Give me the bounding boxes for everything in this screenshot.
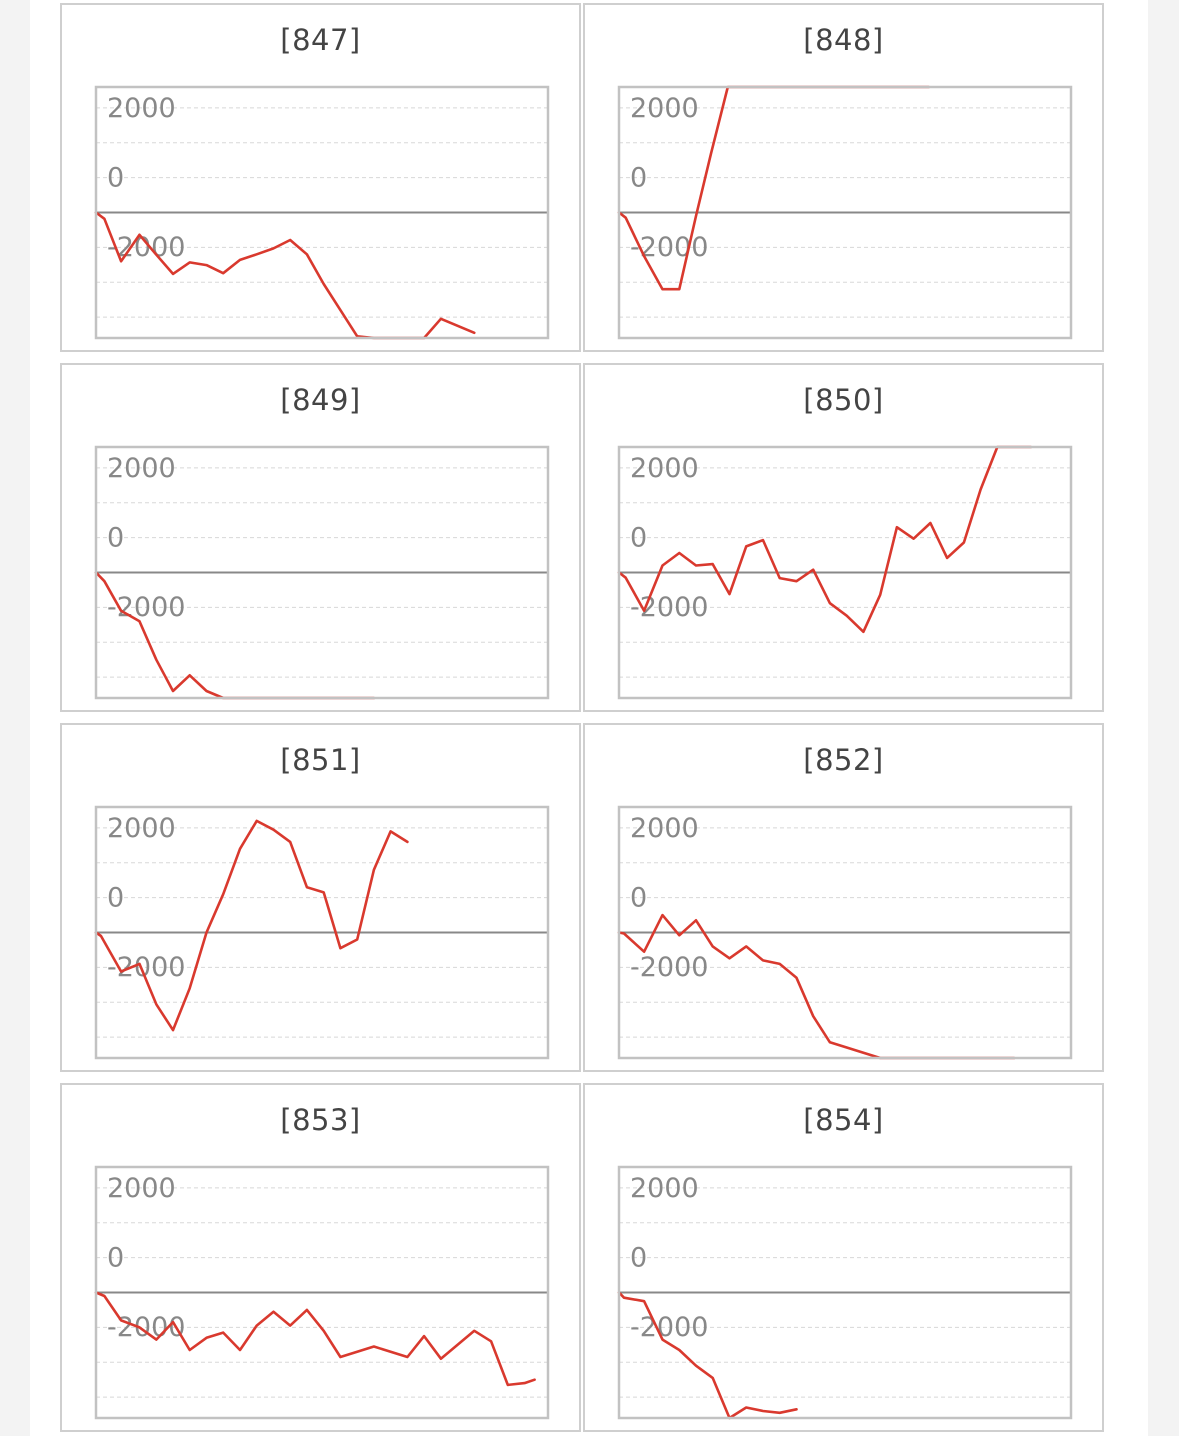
series-line — [94, 1291, 536, 1387]
y-tick-label: 2000 — [630, 1173, 699, 1204]
chart-title: [851] — [280, 743, 361, 777]
plot-frame — [94, 445, 550, 700]
y-tick-label: 0 — [630, 523, 647, 554]
line-chart: 2000 0 -2000 — [617, 85, 1073, 340]
plot-frame — [94, 85, 550, 340]
chart-panel: [854] 2000 0 -2000 — [583, 1083, 1104, 1432]
chart-panel: [852] 2000 0 -2000 — [583, 723, 1104, 1072]
line-chart: 2000 0 -2000 — [617, 1165, 1073, 1420]
y-tick-label: 0 — [107, 163, 124, 194]
y-tick-label: 0 — [107, 1243, 124, 1274]
plot-frame — [94, 1165, 550, 1420]
chart-panel: [851] 2000 0 -2000 — [60, 723, 581, 1072]
chart-title: [847] — [280, 23, 361, 57]
y-tick-label: 2000 — [107, 813, 176, 844]
y-tick-label: -2000 — [630, 952, 708, 983]
y-tick-label: 0 — [107, 883, 124, 914]
y-tick-label: 2000 — [630, 93, 699, 124]
chart-title: [850] — [803, 383, 884, 417]
y-tick-label: 2000 — [630, 453, 699, 484]
grid-lines — [96, 467, 548, 678]
chart-panel: [849] 2000 0 -2000 — [60, 363, 581, 712]
y-tick-label: 2000 — [107, 453, 176, 484]
chart-panel: [848] 2000 0 -2000 — [583, 3, 1104, 352]
plot-frame — [617, 1165, 1073, 1420]
y-tick-label: 0 — [630, 1243, 647, 1274]
plot-frame — [617, 805, 1073, 1060]
y-tick-label: -2000 — [630, 1312, 708, 1343]
chart-title: [848] — [803, 23, 884, 57]
series-line — [617, 1291, 798, 1420]
y-tick-label: 2000 — [107, 1173, 176, 1204]
chart-title: [853] — [280, 1103, 361, 1137]
chart-title: [852] — [803, 743, 884, 777]
y-tick-label: 2000 — [630, 813, 699, 844]
y-tick-label: -2000 — [630, 232, 708, 263]
y-tick-label: 0 — [630, 163, 647, 194]
y-tick-label: 2000 — [107, 93, 176, 124]
grid-lines — [96, 827, 548, 1038]
series-line — [617, 913, 1016, 1060]
series-line — [94, 819, 409, 1032]
series-line — [617, 445, 1033, 634]
grid-lines — [619, 467, 1071, 678]
plot-frame — [94, 805, 550, 1060]
line-chart: 2000 0 -2000 — [617, 805, 1073, 1060]
grid-lines — [619, 107, 1071, 318]
chart-title: [849] — [280, 383, 361, 417]
y-tick-label: 0 — [107, 523, 124, 554]
chart-panel: [847] 2000 0 -2000 — [60, 3, 581, 352]
plot-frame — [617, 85, 1073, 340]
plot-frame — [617, 445, 1073, 700]
y-tick-label: 0 — [630, 883, 647, 914]
chart-panel: [850] 2000 0 -2000 — [583, 363, 1104, 712]
chart-title: [854] — [803, 1103, 884, 1137]
grid-lines — [619, 827, 1071, 1038]
grid-lines — [619, 1187, 1071, 1398]
chart-panel: [853] 2000 0 -2000 — [60, 1083, 581, 1432]
chart-grid: [847] 2000 0 -2000 [848] 2000 0 -2000 [849] 2000 0… — [30, 0, 1148, 1436]
